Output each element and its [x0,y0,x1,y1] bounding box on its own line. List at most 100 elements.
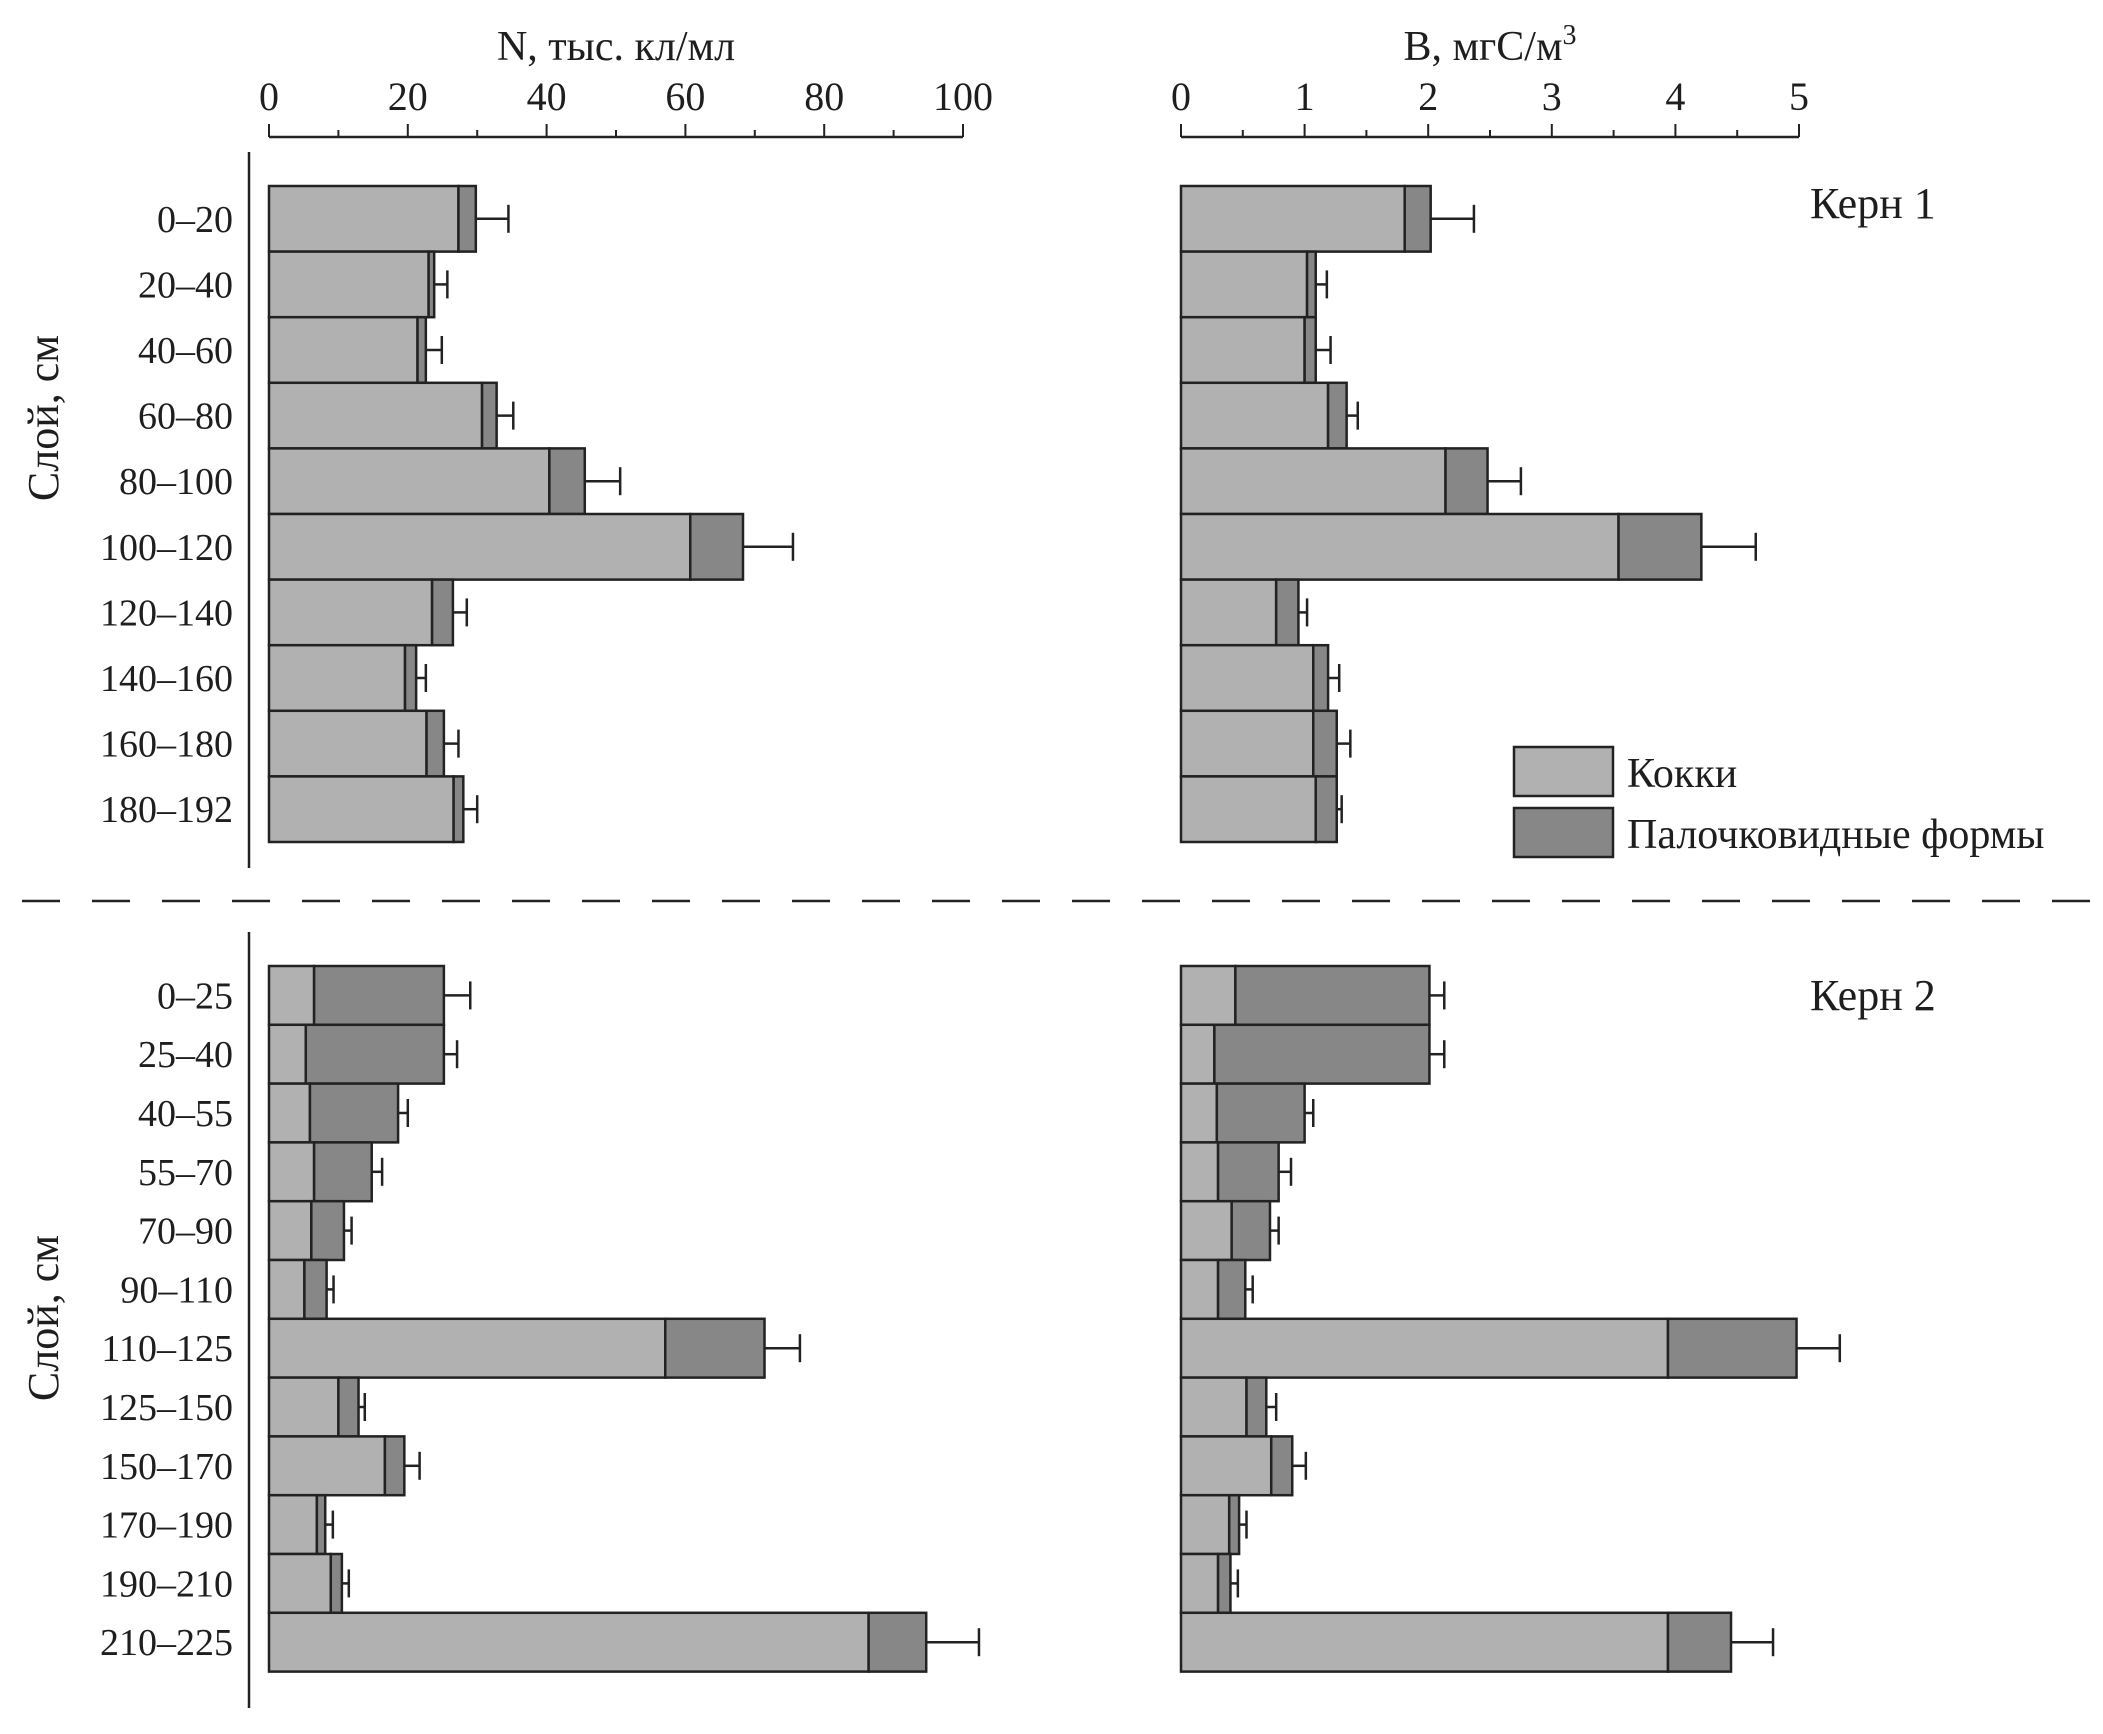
depth-label: 140–160 [100,658,233,700]
n-axis-title: N, тыс. кл/мл [497,24,735,70]
depth-label: 125–150 [100,1387,233,1429]
depth-label: 40–55 [138,1093,233,1135]
b-core2-bar-cocci [1179,1493,1231,1556]
core2-label: Керн 2 [1810,971,1936,1020]
b-core1-bar-rods [1326,381,1348,450]
n-core1-bar-rods [689,512,745,581]
b-core1-bar-cocci [1179,775,1317,844]
n-core2-bar-cocci [267,1376,340,1438]
n-core2-bar-rods [337,1376,360,1438]
n-core1-bar-cocci [267,447,551,516]
n-tick-label: 60 [665,74,705,119]
b-axis: B, мгС/м3 0 1 2 3 4 5 [1171,20,1809,139]
n-core1-bar-cocci [267,643,407,713]
b-core2-bar-rods [1216,1141,1280,1203]
b-core2-bar-rods [1230,1199,1272,1262]
n-core1-bar-rods [416,315,428,385]
b-tick-label: 2 [1418,74,1438,119]
b-core2-bar-cocci [1179,1611,1670,1673]
n-tick-label: 0 [259,74,279,119]
legend-label-rods: Палочковидные формы [1627,812,2045,858]
n-core1-bar-rods [457,184,478,253]
b-axis-title-main: B, мгС/м [1403,24,1562,70]
depth-label: 20–40 [138,264,233,306]
b-core1-bar-rods [1403,184,1432,253]
n-core2-bar-cocci [267,1082,312,1144]
b-tick-label: 0 [1171,74,1191,119]
n-core1-bar-rods [548,447,587,516]
depth-label: 120–140 [100,592,233,634]
b-core2-bar-rods [1215,1082,1306,1144]
n-core2-bar-cocci [267,1317,667,1379]
n-core1-bar-rods [427,250,436,319]
n-core2-bar-rods [308,1082,400,1144]
n-core2-bar-cocci [267,964,316,1027]
n-core2-bar-rods [867,1611,928,1673]
b-core1-bar-rods [1312,709,1338,778]
n-core2-bar-cocci [267,1611,870,1673]
core1-ylabel: Слой, см [19,335,68,501]
b-tick-label: 4 [1665,74,1685,119]
b-core1-bar-cocci [1179,447,1447,516]
b-core1-bar-rods [1312,643,1330,713]
b-core1-bar-rods [1314,775,1338,844]
b-core1-bar-cocci [1179,315,1306,385]
b-core1-bar-rods [1303,315,1317,385]
legend: Кокки Палочковидные формы [1512,745,2045,859]
b-core2-bar-rods [1245,1376,1268,1438]
depth-label: 210–225 [100,1622,233,1664]
b-core1-bar-cocci [1179,250,1309,319]
b-core2-bar-rods [1227,1493,1241,1556]
n-core2-bar-cocci [267,1141,316,1203]
core2-ylabel: Слой, см [19,1235,68,1401]
n-core2-bar-cocci [267,1435,387,1497]
depth-label: 70–90 [138,1211,233,1253]
b-tick-label: 3 [1542,74,1562,119]
b-core2-bar-cocci [1179,1435,1273,1497]
n-core2-bar-cocci [267,1199,313,1262]
n-core1-bar-rods [452,775,465,844]
depth-label: 0–25 [157,975,233,1017]
b-core2-bar-cocci [1179,1023,1216,1085]
b-core1-bar-cocci [1179,709,1315,778]
depth-label: 100–120 [100,527,233,569]
n-core2-bar-cocci [267,1023,308,1085]
b-core2-bar-cocci [1179,1141,1220,1203]
n-core2-bar-rods [304,1023,446,1085]
depth-label: 150–170 [100,1446,233,1488]
n-core2-bar-rods [315,1493,327,1556]
b-axis-title-sup: 3 [1563,20,1577,51]
b-axis-title: B, мгС/м3 [1403,20,1576,70]
depth-label: 190–210 [100,1563,233,1605]
depth-label: 160–180 [100,724,233,766]
b-core2-bar-cocci [1179,964,1237,1027]
n-core2-bar-rods [312,1141,373,1203]
b-core2-bar-cocci [1179,1199,1233,1262]
b-core2-bar-cocci [1179,1082,1219,1144]
b-tick-label: 1 [1295,74,1315,119]
n-core1-bar-cocci [267,709,428,778]
n-core2-bar-rods [383,1435,406,1497]
depth-label: 40–60 [138,330,233,372]
depth-label: 170–190 [100,1505,233,1547]
b-core2-bar-cocci [1179,1376,1248,1438]
core1-label: Керн 1 [1810,179,1936,228]
b-core1-bar-cocci [1179,184,1406,253]
b-core2-bar-cocci [1179,1552,1220,1615]
n-tick-label: 100 [933,74,993,119]
n-core2-bar-cocci [267,1493,319,1556]
b-core1-bar-rods [1444,447,1489,516]
n-core1-bar-cocci [267,381,484,450]
depth-label: 90–110 [120,1269,233,1311]
n-core1-bar-rods [403,643,418,713]
b-core1-bar-rods [1274,578,1300,647]
legend-label-cocci: Кокки [1627,751,1737,797]
n-core1-bar-cocci [267,315,419,385]
depth-label: 60–80 [138,396,233,438]
n-core2-bar-rods [329,1552,344,1615]
n-axis: N, тыс. кл/мл 0 20 40 60 80 100 [259,24,993,139]
n-core1-bar-cocci [267,578,434,647]
legend-swatch-rods [1512,806,1615,859]
n-core2-bar-cocci [267,1552,333,1615]
